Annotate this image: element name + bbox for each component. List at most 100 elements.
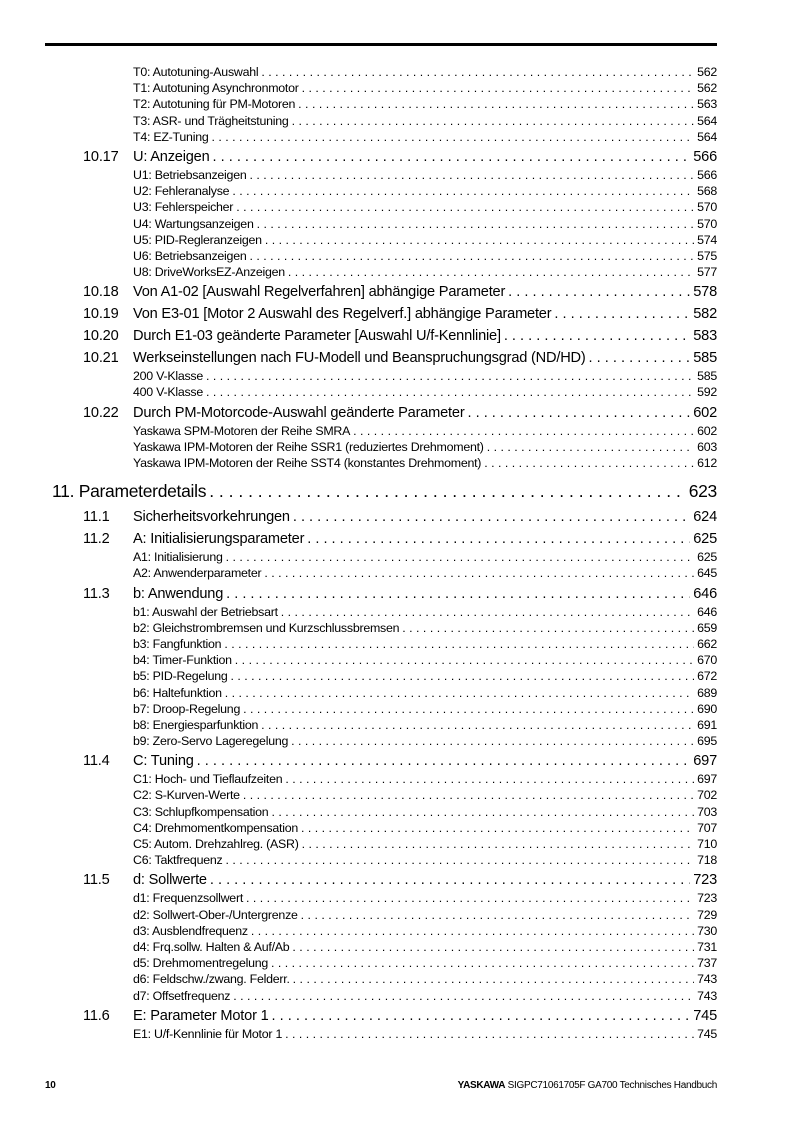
- toc-section[interactable]: 11.3 b: Anwendung 646: [0, 582, 717, 604]
- toc-section[interactable]: 11.6 E: Parameter Motor 1 745: [0, 1004, 717, 1026]
- toc-entry[interactable]: d4: Frq.sollw. Halten & Auf/Ab 731: [0, 939, 717, 955]
- toc-entry[interactable]: d6: Feldschw./zwang. Felderr. 743: [0, 971, 717, 987]
- toc-entry[interactable]: Yaskawa IPM-Motoren der Reihe SST4 (kons…: [0, 455, 717, 471]
- toc-section[interactable]: 11.5 d: Sollwerte 723: [0, 868, 717, 890]
- dot-leader: [211, 129, 694, 145]
- toc-entry[interactable]: U6: Betriebsanzeigen 575: [0, 248, 717, 264]
- page-ref: 625: [697, 550, 717, 565]
- toc-entry[interactable]: U8: DriveWorksEZ-Anzeigen 577: [0, 264, 717, 280]
- toc-entry[interactable]: d5: Drehmomentregelung 737: [0, 955, 717, 971]
- entry-title: A2: Anwenderparameter: [133, 566, 262, 581]
- toc-entry[interactable]: Yaskawa SPM-Motoren der Reihe SMRA 602: [0, 423, 717, 439]
- entry-title: E: Parameter Motor 1: [133, 1007, 269, 1024]
- toc-entry[interactable]: T1: Autotuning Asynchronmotor 562: [0, 80, 717, 96]
- entry-title: Sicherheitsvorkehrungen: [133, 509, 290, 526]
- toc-entry[interactable]: b6: Haltefunktion 689: [0, 685, 717, 701]
- toc-section[interactable]: 11.1 Sicherheitsvorkehrungen 624: [0, 505, 717, 527]
- dot-leader: [197, 751, 691, 771]
- toc-entry[interactable]: U3: Fehlerspeicher 570: [0, 199, 717, 215]
- toc-entry[interactable]: b5: PID-Regelung 672: [0, 668, 717, 684]
- toc-entry[interactable]: b7: Droop-Regelung 690: [0, 701, 717, 717]
- dot-leader: [261, 717, 694, 733]
- page-ref: 574: [697, 232, 717, 247]
- toc-section[interactable]: 10.18 Von A1-02 [Auswahl Regelverfahren] …: [0, 280, 717, 302]
- page-ref: 659: [697, 620, 717, 635]
- toc-entry[interactable]: C3: Schlupfkompensation 703: [0, 804, 717, 820]
- toc-section[interactable]: 10.20 Durch E1-03 geänderte Parameter [Au…: [0, 324, 717, 346]
- toc-entry[interactable]: C4: Drehmomentkompensation 707: [0, 820, 717, 836]
- toc-entry[interactable]: d7: Offsetfrequenz 743: [0, 988, 717, 1004]
- toc-entry[interactable]: 400 V-Klasse 592: [0, 384, 717, 400]
- dot-leader: [249, 167, 694, 183]
- toc-entry[interactable]: d1: Frequenzsollwert 723: [0, 890, 717, 906]
- page-ref: 624: [693, 509, 717, 526]
- entry-title: b4: Timer-Funktion: [133, 653, 232, 668]
- toc-entry[interactable]: Yaskawa IPM-Motoren der Reihe SSR1 (redu…: [0, 439, 717, 455]
- dot-leader: [589, 348, 691, 368]
- toc-entry[interactable]: b8: Energiesparfunktion 691: [0, 717, 717, 733]
- toc-entry[interactable]: A1: Initialisierung 625: [0, 549, 717, 565]
- toc-section[interactable]: 11.4 C: Tuning 697: [0, 749, 717, 771]
- entry-title: b1: Auswahl der Betriebsart: [133, 604, 278, 619]
- page-ref: 697: [697, 772, 717, 787]
- entry-title: C: Tuning: [133, 753, 194, 770]
- toc-entry[interactable]: b2: Gleichstrombremsen und Kurzschlussbr…: [0, 620, 717, 636]
- entry-title: U6: Betriebsanzeigen: [133, 248, 247, 263]
- toc-entry[interactable]: b3: Fangfunktion 662: [0, 636, 717, 652]
- toc-section[interactable]: 10.17 U: Anzeigen 566: [0, 145, 717, 167]
- toc-entry[interactable]: C1: Hoch- und Tieflaufzeiten 697: [0, 771, 717, 787]
- page-ref: 623: [688, 481, 718, 502]
- toc-entry[interactable]: C2: S-Kurven-Werte 702: [0, 787, 717, 803]
- header-rule: [45, 43, 717, 46]
- toc-entry[interactable]: 200 V-Klasse 585: [0, 368, 717, 384]
- toc-entry[interactable]: b1: Auswahl der Betriebsart 646: [0, 604, 717, 620]
- toc-section[interactable]: 10.21 Werkseinstellungen nach FU-Modell u…: [0, 346, 717, 368]
- page-ref: 585: [697, 369, 717, 384]
- entry-title: d4: Frq.sollw. Halten & Auf/Ab: [133, 939, 290, 954]
- toc-entry[interactable]: A2: Anwenderparameter 645: [0, 565, 717, 581]
- page-ref: 582: [693, 306, 717, 323]
- dot-leader: [293, 507, 690, 527]
- toc-section[interactable]: 10.19 Von E3-01 [Motor 2 Auswahl des Rege…: [0, 302, 717, 324]
- page-ref: 566: [693, 148, 717, 165]
- entry-title: E1: U/f-Kennlinie für Motor 1: [133, 1026, 283, 1041]
- section-number: 10.20: [83, 328, 119, 345]
- entry-title: C2: S-Kurven-Werte: [133, 788, 240, 803]
- dot-leader: [288, 264, 694, 280]
- toc-entry[interactable]: T0: Autotuning-Auswahl 562: [0, 64, 717, 80]
- dot-leader: [272, 1006, 691, 1026]
- page-ref: 602: [697, 423, 717, 438]
- toc-section[interactable]: 11.2 A: Initialisierungsparameter 625: [0, 527, 717, 549]
- page-ref: 702: [697, 788, 717, 803]
- page-ref: 672: [697, 669, 717, 684]
- page-ref: 563: [697, 97, 717, 112]
- toc-entry[interactable]: b4: Timer-Funktion 670: [0, 652, 717, 668]
- entry-title: U: Anzeigen: [133, 148, 210, 165]
- section-number: 11.5: [83, 872, 110, 889]
- table-of-contents: T0: Autotuning-Auswahl562T1: Autotuning …: [0, 64, 793, 1042]
- toc-entry[interactable]: U1: Betriebsanzeigen 566: [0, 167, 717, 183]
- page-ref: 723: [693, 872, 717, 889]
- section-number: 10.22: [83, 404, 119, 421]
- toc-entry[interactable]: U5: PID-Regleranzeigen 574: [0, 232, 717, 248]
- entry-title: A: Initialisierungsparameter: [133, 531, 305, 548]
- toc-entry[interactable]: C5: Autom. Drehzahlreg. (ASR) 710: [0, 836, 717, 852]
- toc-entry[interactable]: d3: Ausblendfrequenz 730: [0, 923, 717, 939]
- toc-entry[interactable]: T3: ASR- und Trägheitstuning 564: [0, 113, 717, 129]
- toc-entry[interactable]: d2: Sollwert-Ober-/Untergrenze 729: [0, 907, 717, 923]
- toc-entry[interactable]: U4: Wartungsanzeigen 570: [0, 216, 717, 232]
- entry-title: Durch E1-03 geänderte Parameter [Auswahl…: [133, 328, 501, 345]
- entry-title: U5: PID-Regleranzeigen: [133, 232, 262, 247]
- section-number: 11.4: [83, 753, 110, 770]
- page-ref: 743: [697, 988, 717, 1003]
- toc-entry[interactable]: T2: Autotuning für PM-Motoren 563: [0, 96, 717, 112]
- page-footer: 10 YASKAWA SIGPC71061705F GA700 Technisc…: [45, 1080, 717, 1091]
- toc-entry[interactable]: E1: U/f-Kennlinie für Motor 1 745: [0, 1026, 717, 1042]
- toc-chapter[interactable]: 11. Parameterdetails 623: [0, 479, 717, 503]
- toc-section[interactable]: 10.22 Durch PM-Motorcode-Auswahl geändert…: [0, 401, 717, 423]
- page-ref: 670: [697, 653, 717, 668]
- toc-entry[interactable]: b9: Zero-Servo Lageregelung 695: [0, 733, 717, 749]
- toc-entry[interactable]: T4: EZ-Tuning 564: [0, 129, 717, 145]
- toc-entry[interactable]: C6: Taktfrequenz 718: [0, 852, 717, 868]
- toc-entry[interactable]: U2: Fehleranalyse 568: [0, 183, 717, 199]
